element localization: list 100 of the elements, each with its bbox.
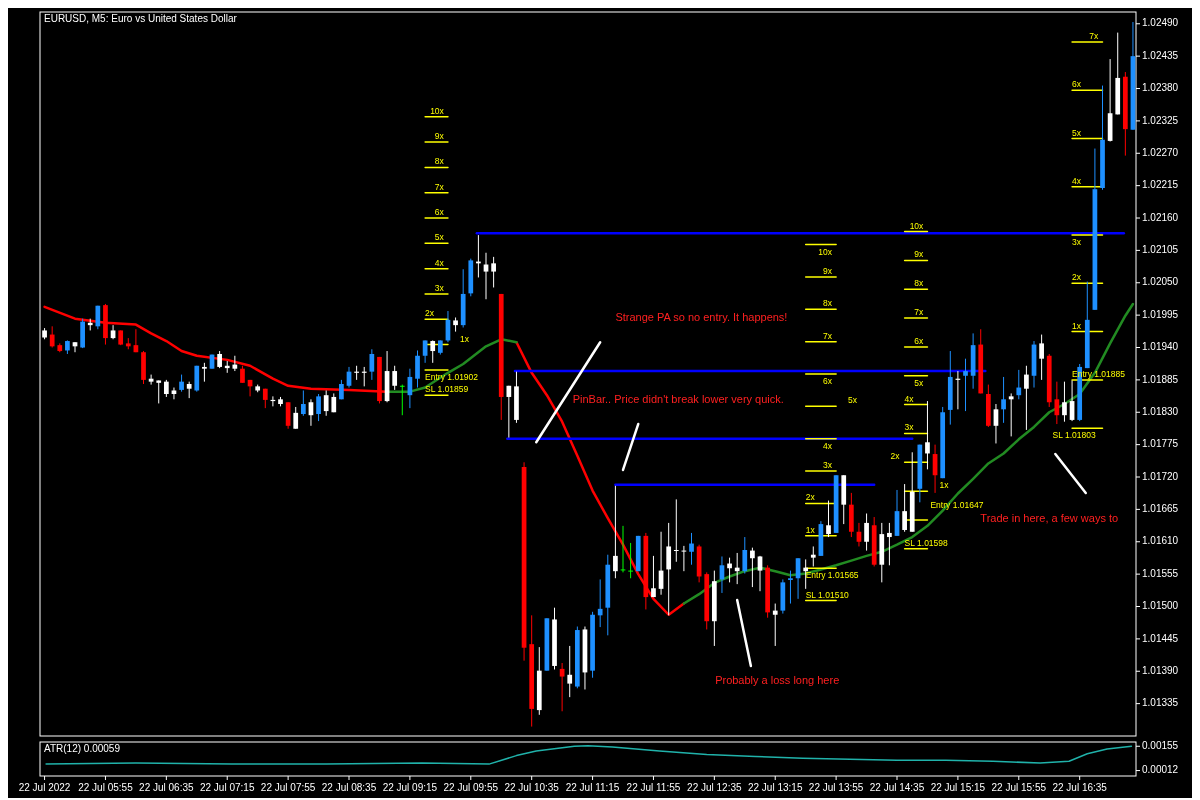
series-label: 9x (434, 131, 445, 142)
y-tick-label: 1.01610 (1142, 535, 1179, 547)
y-tick-label: 1.01940 (1142, 341, 1179, 353)
y-tick-label: 1.01555 (1142, 567, 1179, 579)
x-tick-label: 22 Jul 16:35 (1052, 782, 1108, 793)
x-tick-label: 22 Jul 2022 (18, 782, 71, 793)
candlestick (864, 513, 869, 552)
annotation: Trade in here, a few ways to (980, 512, 1119, 525)
series-label: 9x (914, 249, 924, 260)
series-label: 2x (1072, 272, 1082, 283)
y-tick-label: 1.01885 (1142, 373, 1179, 385)
candlestick (323, 389, 329, 417)
series-label: 7x (1089, 31, 1100, 42)
candlestick (689, 532, 694, 566)
y-tick-label: 1.02325 (1142, 114, 1179, 126)
candlestick (171, 387, 177, 400)
candlestick (1062, 381, 1067, 423)
candlestick (902, 483, 907, 533)
candlestick (1016, 369, 1022, 400)
candlestick (491, 256, 496, 288)
line-series (45, 744, 1133, 765)
candlestick (810, 545, 816, 567)
series-label: 2x (425, 308, 435, 319)
y-tick-label: 1.02215 (1142, 179, 1179, 191)
candlestick (613, 485, 618, 579)
candlestick (369, 348, 375, 381)
x-tick-label: 22 Jul 06:35 (139, 782, 195, 793)
series-label: 5x (434, 232, 445, 243)
candlestick (750, 547, 755, 588)
series-label: 6x (914, 335, 924, 346)
y-tick-label: 1.01500 (1142, 600, 1179, 612)
series-label: 7x (434, 181, 445, 192)
series-label: 2x (890, 451, 901, 462)
series-label: Entry 1.01565 (805, 570, 859, 581)
x-tick-label: 22 Jul 10:35 (504, 782, 560, 793)
candlestick (1001, 376, 1006, 424)
x-tick-label: 22 Jul 15:15 (930, 782, 986, 793)
series-label: 6x (1072, 79, 1082, 90)
series-label: 1x (459, 333, 470, 344)
series-label: 9x (822, 265, 833, 276)
annotation: Strange PA so no entry. It happens! (615, 311, 788, 324)
series-label: 5x (1072, 127, 1082, 138)
candlestick (415, 349, 420, 389)
x-tick-label: 22 Jul 05:55 (78, 782, 134, 793)
series-label: 3x (434, 282, 445, 293)
series-label: SL 1.01803 (1052, 430, 1096, 441)
series-label: 4x (434, 257, 445, 268)
candlestick (567, 645, 573, 698)
y-tick-label: 1.02050 (1142, 276, 1179, 288)
series-label: 10x (818, 246, 833, 257)
y-tick-label: 1.01995 (1142, 308, 1179, 320)
candlestick (887, 522, 892, 566)
chart-title: EURUSD, M5: Euro vs United States Dollar (44, 13, 238, 24)
candlestick (293, 406, 299, 430)
candlestick (963, 358, 968, 412)
series-label: SL 1.01510 (805, 589, 850, 600)
x-tick-label: 22 Jul 07:15 (199, 782, 255, 793)
series-label: Entry 1.01902 (425, 371, 479, 382)
candlestick (673, 498, 679, 563)
series-label: 4x (1072, 175, 1082, 186)
y-tick-label: 1.01775 (1142, 438, 1179, 450)
x-tick-label: 22 Jul 11:55 (626, 782, 681, 793)
candlestick (506, 385, 512, 439)
series-label: 5x (914, 377, 924, 388)
x-tick-label: 22 Jul 12:35 (687, 782, 743, 793)
series-label: 2x (805, 492, 816, 503)
series-label: 6x (822, 376, 833, 386)
candlestick (399, 384, 405, 416)
x-tick-label: 22 Jul 08:35 (321, 782, 377, 793)
candlestick (788, 570, 793, 605)
y-tick-label: 1.02270 (1142, 146, 1179, 158)
y-tick-label: 1.01445 (1142, 632, 1179, 644)
y-tick-label: 1.02380 (1142, 82, 1179, 94)
candlestick (316, 393, 321, 422)
y-tick-label: 1.02105 (1142, 244, 1179, 256)
candlestick (757, 555, 763, 592)
candlestick (300, 389, 306, 417)
series-label: 10x (430, 105, 445, 116)
y-tick-label: 0.00155 (1142, 739, 1179, 751)
y-tick-label: 1.01390 (1142, 664, 1179, 676)
series-label: 4x (822, 440, 833, 451)
candlestick (1054, 381, 1060, 425)
series-label: 3x (1072, 237, 1082, 248)
candlestick (727, 557, 732, 583)
candlestick (1024, 365, 1029, 431)
y-tick-label: 1.02435 (1142, 49, 1179, 61)
y-tick-label: 1.02490 (1142, 17, 1179, 29)
series-label: 8x (914, 278, 924, 289)
series-label: 6x (434, 207, 445, 218)
candlestick (925, 400, 930, 470)
candlestick (49, 325, 55, 349)
x-tick-label: 22 Jul 14:35 (869, 782, 925, 793)
candlestick (1008, 392, 1014, 437)
series-label: 10x (909, 220, 925, 231)
y-tick-label: 1.01720 (1142, 470, 1179, 482)
candlestick (742, 536, 748, 575)
candlestick (1039, 334, 1044, 381)
y-tick-label: 0.00012 (1142, 764, 1179, 776)
candlestick (628, 542, 633, 579)
series-label: 7x (822, 330, 833, 341)
